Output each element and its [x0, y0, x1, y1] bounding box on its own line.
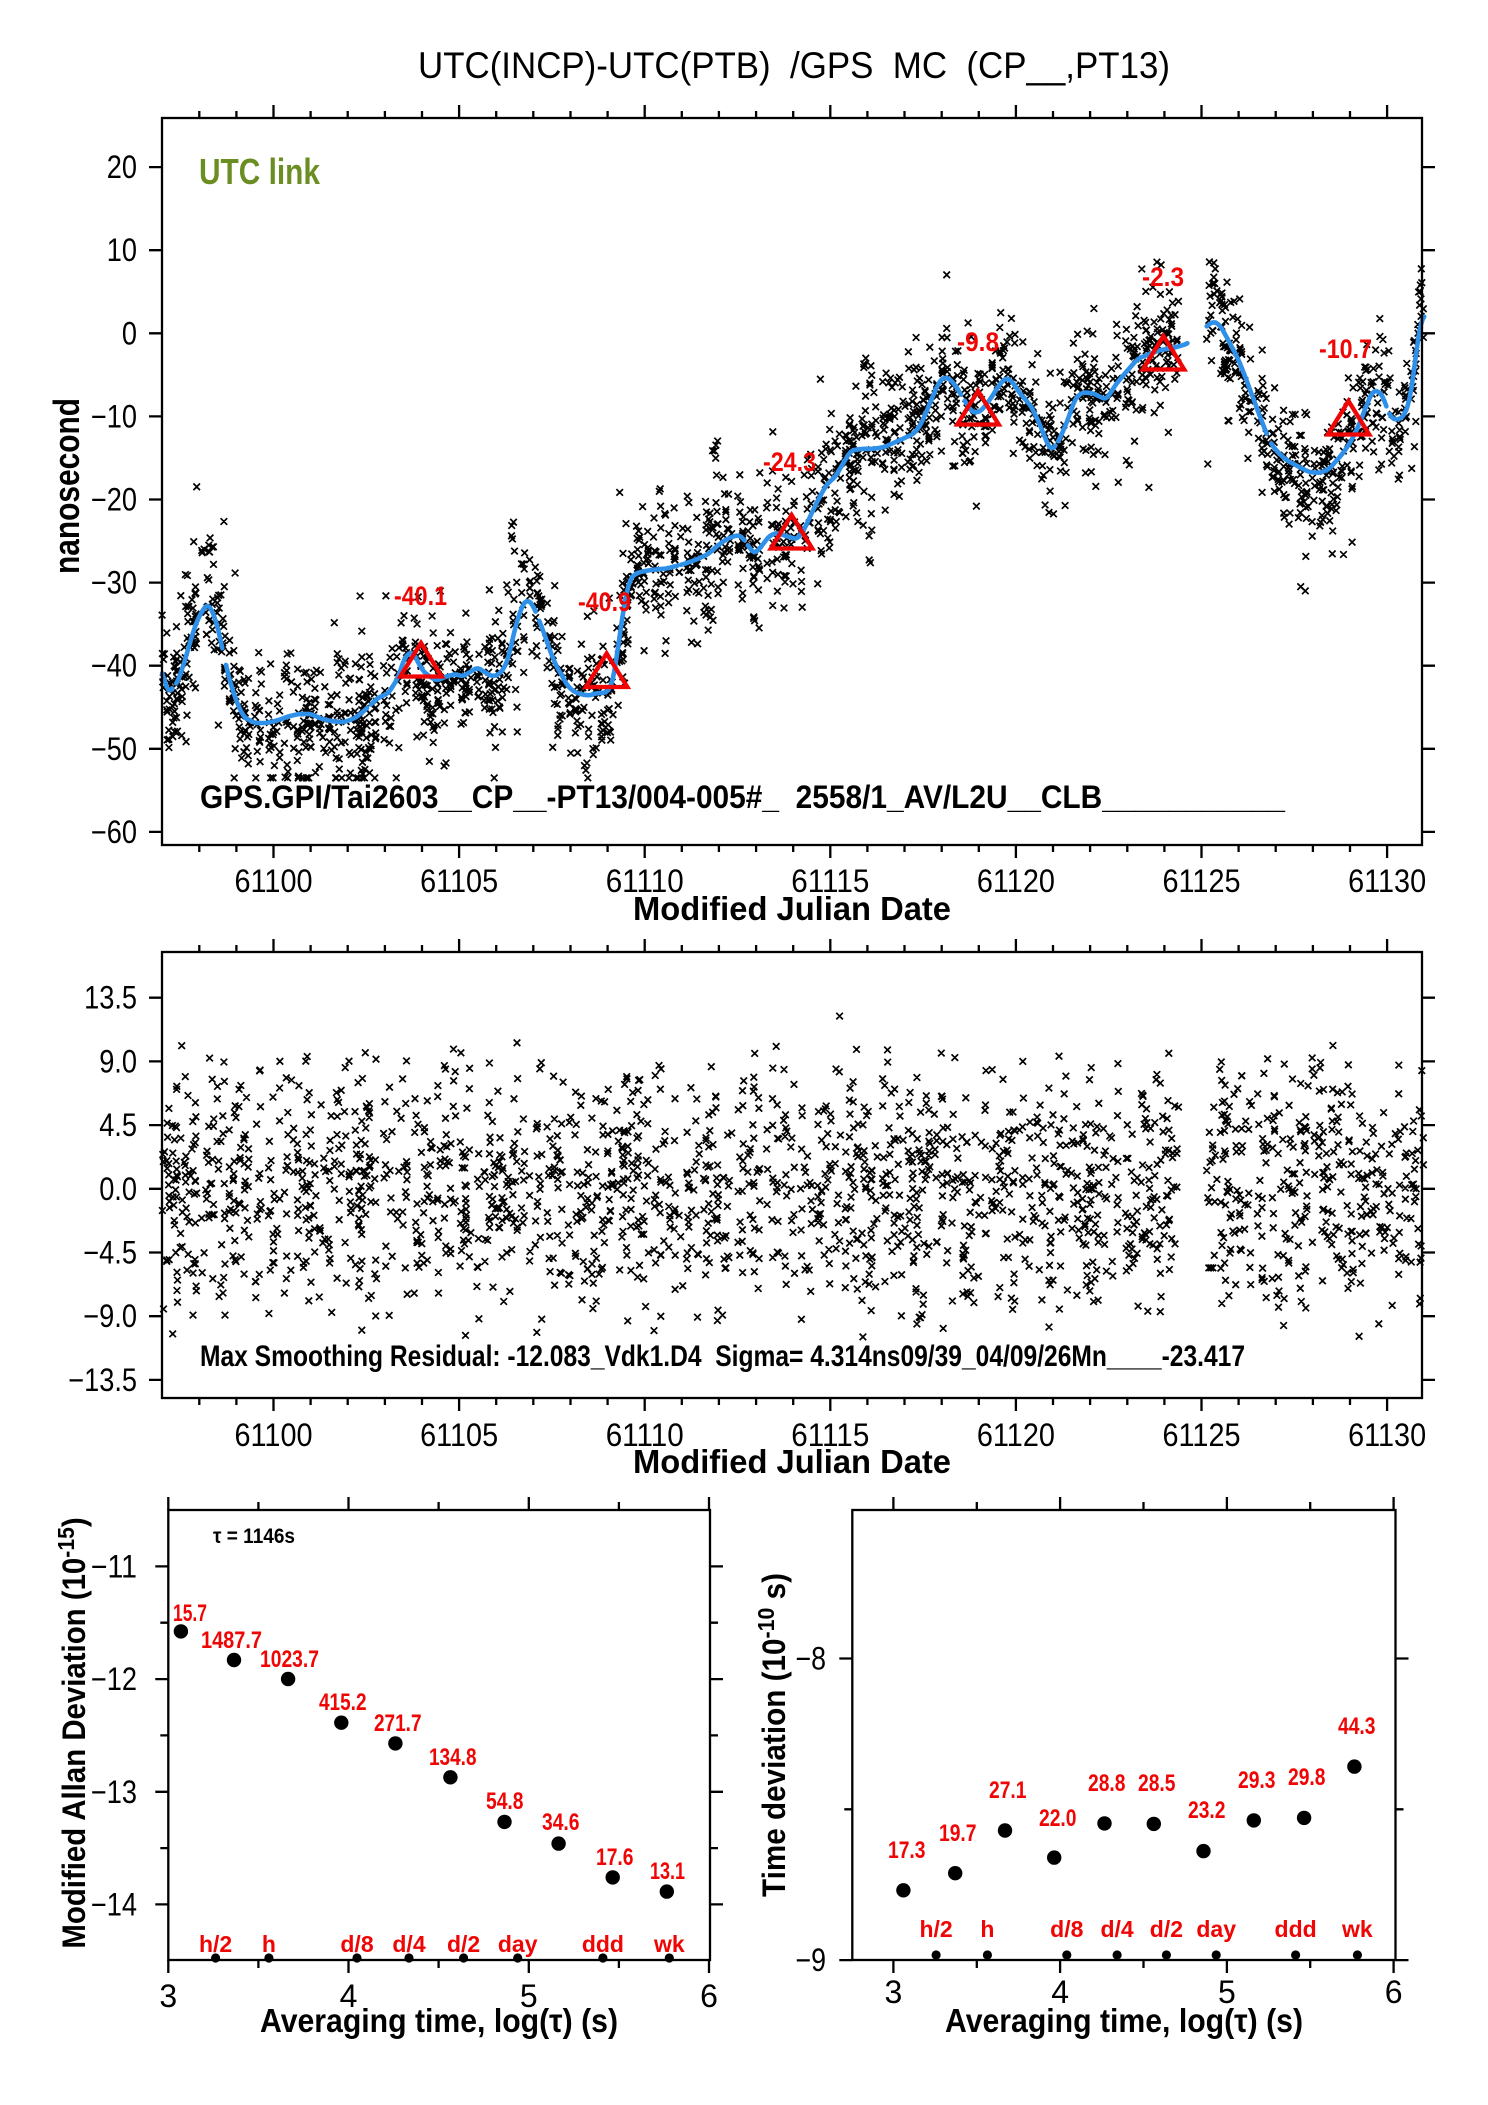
- svg-text:23.2: 23.2: [1188, 1797, 1226, 1824]
- svg-text:6: 6: [700, 1978, 718, 2014]
- svg-text:1023.7: 1023.7: [260, 1646, 319, 1673]
- svg-text:61110: 61110: [606, 863, 684, 899]
- svg-text:day: day: [1196, 1916, 1236, 1942]
- svg-text:d/4: d/4: [1100, 1916, 1133, 1942]
- svg-text:5: 5: [520, 1978, 538, 2014]
- svg-text:h: h: [980, 1916, 994, 1942]
- svg-text:Modified Allan Deviation (10-1: Modified Allan Deviation (10-15): [53, 1517, 92, 1948]
- svg-text:d/2: d/2: [1150, 1916, 1183, 1942]
- svg-text:ddd: ddd: [582, 1931, 624, 1957]
- svg-text:d/8: d/8: [1050, 1916, 1083, 1942]
- svg-text:29.3: 29.3: [1238, 1767, 1276, 1794]
- svg-text:wk: wk: [653, 1931, 685, 1957]
- svg-text:-40.9: -40.9: [578, 587, 631, 617]
- svg-text:61125: 61125: [1163, 863, 1241, 899]
- svg-text:-40.1: -40.1: [394, 581, 447, 611]
- svg-text:61115: 61115: [791, 863, 869, 899]
- svg-text:wk: wk: [1341, 1916, 1373, 1942]
- svg-text:−11: −11: [91, 1548, 137, 1584]
- svg-text:61110: 61110: [606, 1417, 684, 1453]
- svg-text:19.7: 19.7: [939, 1820, 977, 1847]
- svg-text:13.5: 13.5: [84, 980, 137, 1016]
- svg-text:Averaging time, log(τ) (s): Averaging time, log(τ) (s): [945, 2002, 1303, 2039]
- svg-text:9.0: 9.0: [99, 1043, 137, 1079]
- svg-text:h: h: [262, 1931, 276, 1957]
- svg-text:28.5: 28.5: [1138, 1770, 1176, 1797]
- svg-text:-9.8: -9.8: [957, 327, 999, 357]
- svg-text:Max Smoothing Residual: -12.08: Max Smoothing Residual: -12.083_Vdk1.D4 …: [200, 1340, 1245, 1373]
- svg-text:−60: −60: [91, 814, 137, 850]
- svg-text:Averaging time, log(τ) (s): Averaging time, log(τ) (s): [260, 2002, 618, 2039]
- svg-text:−10: −10: [91, 398, 137, 434]
- svg-text:−4.5: −4.5: [83, 1235, 137, 1271]
- svg-text:1487.7: 1487.7: [201, 1627, 262, 1654]
- svg-text:d/4: d/4: [392, 1931, 425, 1957]
- svg-text:29.8: 29.8: [1288, 1764, 1326, 1791]
- svg-text:61120: 61120: [977, 863, 1055, 899]
- svg-text:61130: 61130: [1348, 1417, 1426, 1453]
- svg-text:-24.3: -24.3: [763, 447, 816, 477]
- svg-text:nanosecond: nanosecond: [46, 398, 87, 574]
- svg-text:-10.7: -10.7: [1319, 334, 1372, 364]
- svg-text:5: 5: [1218, 1974, 1236, 2010]
- svg-text:−30: −30: [91, 565, 137, 601]
- svg-text:61120: 61120: [977, 1417, 1055, 1453]
- svg-text:−9: −9: [796, 1942, 827, 1978]
- svg-text:20: 20: [107, 149, 137, 185]
- svg-text:day: day: [498, 1931, 538, 1957]
- svg-text:61105: 61105: [420, 1417, 498, 1453]
- svg-text:15.7: 15.7: [173, 1600, 207, 1627]
- svg-text:UTC(INCP)-UTC(PTB) /GPS MC: UTC(INCP)-UTC(PTB) /GPS MC (CP__,PT13): [418, 45, 1170, 86]
- svg-text:61130: 61130: [1348, 863, 1426, 899]
- svg-text:61100: 61100: [235, 863, 313, 899]
- svg-text:ddd: ddd: [1275, 1916, 1317, 1942]
- svg-text:6: 6: [1385, 1974, 1403, 2010]
- svg-text:−50: −50: [91, 731, 137, 767]
- svg-text:Modified Julian Date: Modified Julian Date: [633, 890, 951, 927]
- svg-text:-2.3: -2.3: [1142, 262, 1184, 292]
- svg-text:d/8: d/8: [340, 1931, 373, 1957]
- svg-text:415.2: 415.2: [319, 1689, 367, 1716]
- svg-text:34.6: 34.6: [542, 1809, 580, 1836]
- svg-text:4.5: 4.5: [99, 1107, 137, 1143]
- svg-text:−13: −13: [91, 1774, 137, 1810]
- svg-text:27.1: 27.1: [989, 1777, 1027, 1804]
- svg-text:h/2: h/2: [919, 1916, 952, 1942]
- svg-text:17.3: 17.3: [888, 1837, 926, 1864]
- svg-text:134.8: 134.8: [429, 1744, 477, 1771]
- svg-text:17.6: 17.6: [596, 1844, 634, 1871]
- svg-text:13.1: 13.1: [650, 1858, 685, 1885]
- svg-text:d/2: d/2: [447, 1931, 480, 1957]
- svg-text:61125: 61125: [1163, 1417, 1241, 1453]
- svg-text:−14: −14: [91, 1886, 137, 1922]
- svg-text:h/2: h/2: [199, 1931, 232, 1957]
- svg-text:−9.0: −9.0: [83, 1298, 137, 1334]
- svg-text:0.0: 0.0: [99, 1171, 137, 1207]
- svg-text:4: 4: [1051, 1974, 1069, 2010]
- svg-text:UTC link: UTC link: [199, 151, 321, 192]
- svg-text:−8: −8: [796, 1641, 827, 1677]
- svg-text:τ = 1146s: τ = 1146s: [213, 1525, 295, 1548]
- svg-text:10: 10: [107, 232, 137, 268]
- svg-text:−40: −40: [91, 648, 137, 684]
- svg-text:GPS.GPI/Tai2603__CP__-PT13/004: GPS.GPI/Tai2603__CP__-PT13/004-005#_ 255…: [200, 779, 1286, 815]
- svg-text:.: .: [9, 481, 50, 491]
- svg-text:44.3: 44.3: [1338, 1713, 1376, 1740]
- svg-text:0: 0: [122, 315, 137, 351]
- svg-text:61105: 61105: [420, 863, 498, 899]
- svg-text:271.7: 271.7: [374, 1710, 422, 1737]
- svg-text:Modified Julian Date: Modified Julian Date: [633, 1443, 951, 1480]
- svg-text:61115: 61115: [791, 1417, 869, 1453]
- svg-text:54.8: 54.8: [486, 1788, 524, 1815]
- svg-text:−13.5: −13.5: [68, 1362, 137, 1398]
- svg-text:28.8: 28.8: [1088, 1770, 1126, 1797]
- svg-text:3: 3: [885, 1974, 903, 2010]
- svg-text:61100: 61100: [235, 1417, 313, 1453]
- svg-text:4: 4: [340, 1978, 358, 2014]
- svg-text:22.0: 22.0: [1039, 1805, 1077, 1832]
- svg-text:3: 3: [159, 1978, 177, 2014]
- svg-text:−20: −20: [91, 482, 137, 518]
- svg-text:−12: −12: [91, 1661, 137, 1697]
